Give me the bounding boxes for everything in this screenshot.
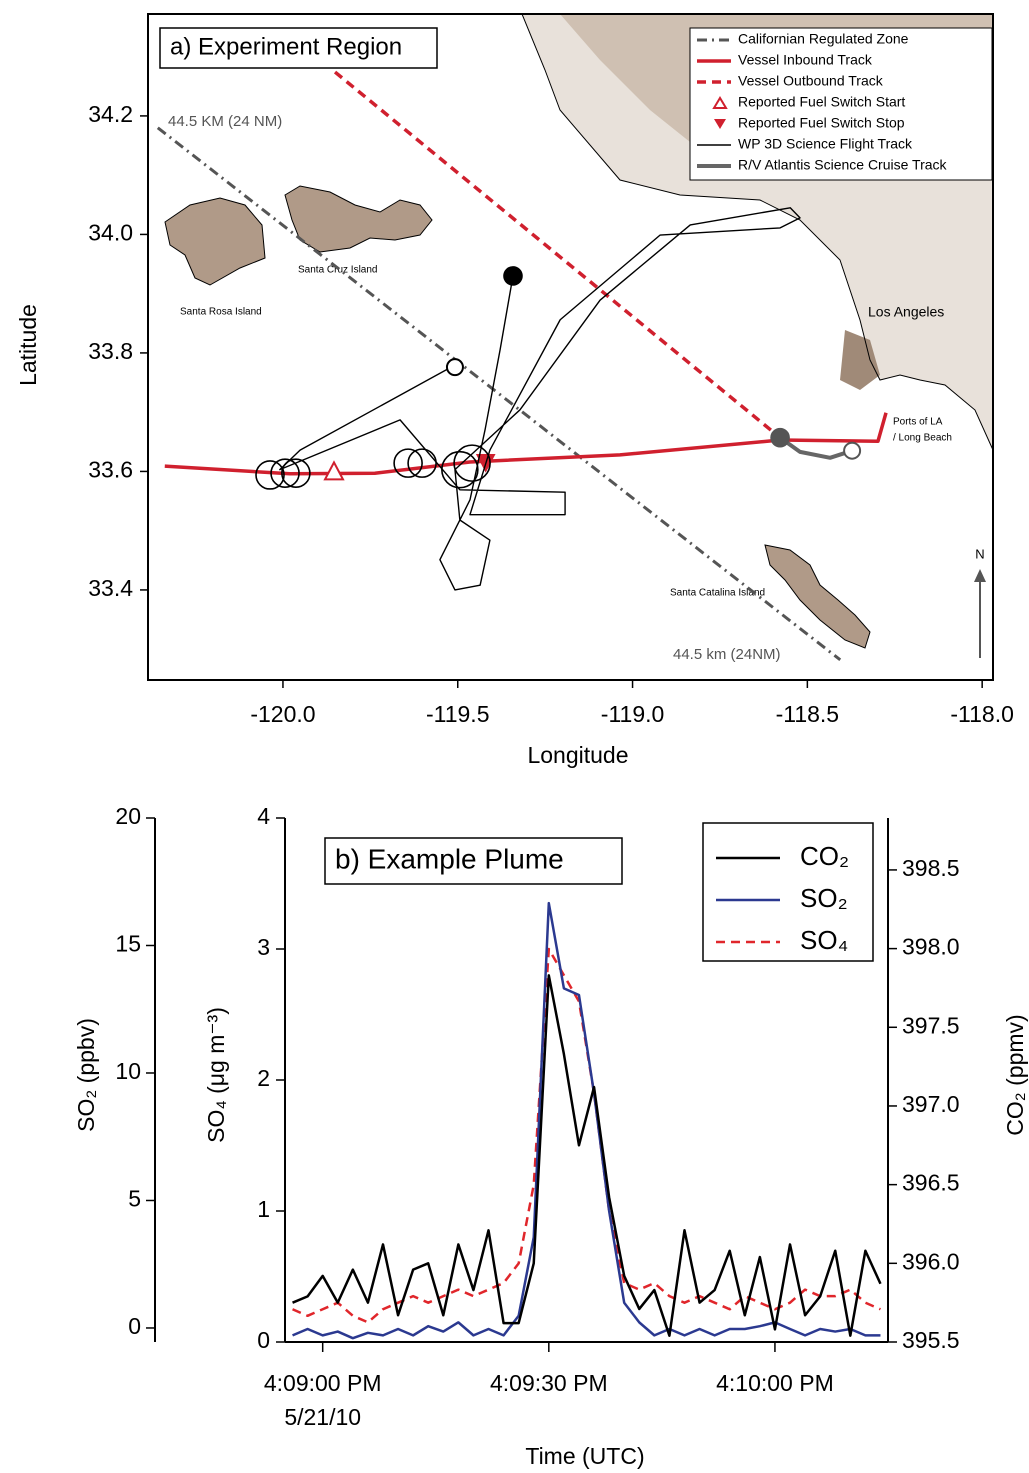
legend-label: R/V Atlantis Science Cruise Track bbox=[738, 157, 948, 173]
point-marker bbox=[771, 429, 789, 447]
legend-label: Vessel Inbound Track bbox=[738, 52, 873, 68]
series-line bbox=[293, 949, 881, 1322]
island-catalina bbox=[765, 545, 870, 648]
legend-label: Californian Regulated Zone bbox=[738, 31, 909, 47]
annotation: Los Angeles bbox=[868, 304, 944, 320]
island-santa-cruz bbox=[285, 186, 432, 252]
y-tick-label: 33.8 bbox=[88, 338, 133, 364]
point-marker bbox=[442, 452, 478, 488]
fuel-switch-marker bbox=[325, 462, 343, 479]
annotation: Ports of LA bbox=[893, 417, 943, 428]
y2-tick-label: 398.5 bbox=[902, 855, 960, 881]
page: {"chart_data": [ {"type": "map", "title"… bbox=[0, 0, 1029, 1473]
y2-tick-label: 396.5 bbox=[902, 1170, 960, 1196]
x-tick-label: -120.0 bbox=[250, 701, 315, 727]
annotation: 44.5 KM (24 NM) bbox=[168, 113, 282, 130]
y3-tick-label: 15 bbox=[115, 931, 141, 957]
annotation: 44.5 km (24NM) bbox=[673, 646, 781, 663]
x-axis-label: Time (UTC) bbox=[525, 1443, 644, 1469]
x-date-label: 5/21/10 bbox=[284, 1404, 361, 1430]
point-marker bbox=[844, 443, 860, 459]
point-marker bbox=[256, 461, 284, 489]
legend-label: Vessel Outbound Track bbox=[738, 73, 884, 89]
point-marker bbox=[447, 359, 463, 375]
annotation: Santa Rosa Island bbox=[180, 307, 262, 318]
x-tick-label: -118.0 bbox=[950, 701, 1014, 727]
y3-tick-label: 0 bbox=[128, 1313, 141, 1339]
chart-title: a) Experiment Region bbox=[170, 33, 402, 60]
series-line bbox=[293, 975, 881, 1335]
y-tick-label: 4 bbox=[257, 803, 270, 829]
y-axis-label: Latitude bbox=[15, 304, 41, 386]
legend-label: SO₂ bbox=[800, 883, 848, 913]
x-tick-label: 4:10:00 PM bbox=[716, 1370, 834, 1396]
y-tick-label: 33.4 bbox=[88, 575, 133, 601]
legend-label: SO₄ bbox=[800, 925, 848, 955]
y2-tick-label: 397.5 bbox=[902, 1012, 960, 1038]
y-tick-label: 0 bbox=[257, 1327, 270, 1353]
legend-label: WP 3D Science Flight Track bbox=[738, 136, 913, 152]
y-tick-label: 34.2 bbox=[88, 101, 133, 127]
x-tick-label: -119.5 bbox=[426, 701, 490, 727]
y-tick-label: 2 bbox=[257, 1065, 270, 1091]
y3-tick-label: 5 bbox=[128, 1186, 141, 1212]
chart-title: b) Example Plume bbox=[335, 843, 564, 874]
north-label: N bbox=[975, 546, 984, 561]
north-arrowhead bbox=[974, 569, 986, 582]
y3-tick-label: 10 bbox=[115, 1058, 141, 1084]
x-tick-label: -118.5 bbox=[776, 701, 840, 727]
y2-tick-label: 395.5 bbox=[902, 1327, 960, 1353]
y2-axis-label: CO₂ (ppmv) bbox=[1002, 1014, 1028, 1135]
x-axis-label: Longitude bbox=[527, 742, 628, 768]
legend-label: Reported Fuel Switch Start bbox=[738, 94, 905, 110]
figure: a) Experiment Region Longitude Latitude … bbox=[0, 0, 1029, 1473]
island-santa-rosa bbox=[165, 198, 265, 285]
y-tick-label: 33.6 bbox=[88, 457, 133, 483]
x-tick-label: 4:09:30 PM bbox=[490, 1370, 608, 1396]
y2-tick-label: 397.0 bbox=[902, 1091, 960, 1117]
y2-tick-label: 398.0 bbox=[902, 934, 960, 960]
point-marker bbox=[504, 267, 522, 285]
y-tick-label: 3 bbox=[257, 934, 270, 960]
legend-label: CO₂ bbox=[800, 841, 849, 871]
y2-tick-label: 396.0 bbox=[902, 1248, 960, 1274]
y3-tick-label: 20 bbox=[115, 803, 141, 829]
y-tick-label: 1 bbox=[257, 1196, 270, 1222]
x-tick-label: -119.0 bbox=[601, 701, 665, 727]
annotation: / Long Beach bbox=[893, 433, 952, 444]
legend-label: Reported Fuel Switch Stop bbox=[738, 115, 905, 131]
y-tick-label: 34.0 bbox=[88, 219, 133, 245]
y-axis-label: SO₄ (μg m⁻³) bbox=[203, 1007, 229, 1143]
y3-axis-label: SO₂ (ppbv) bbox=[73, 1018, 99, 1132]
x-tick-label: 4:09:00 PM bbox=[264, 1370, 382, 1396]
